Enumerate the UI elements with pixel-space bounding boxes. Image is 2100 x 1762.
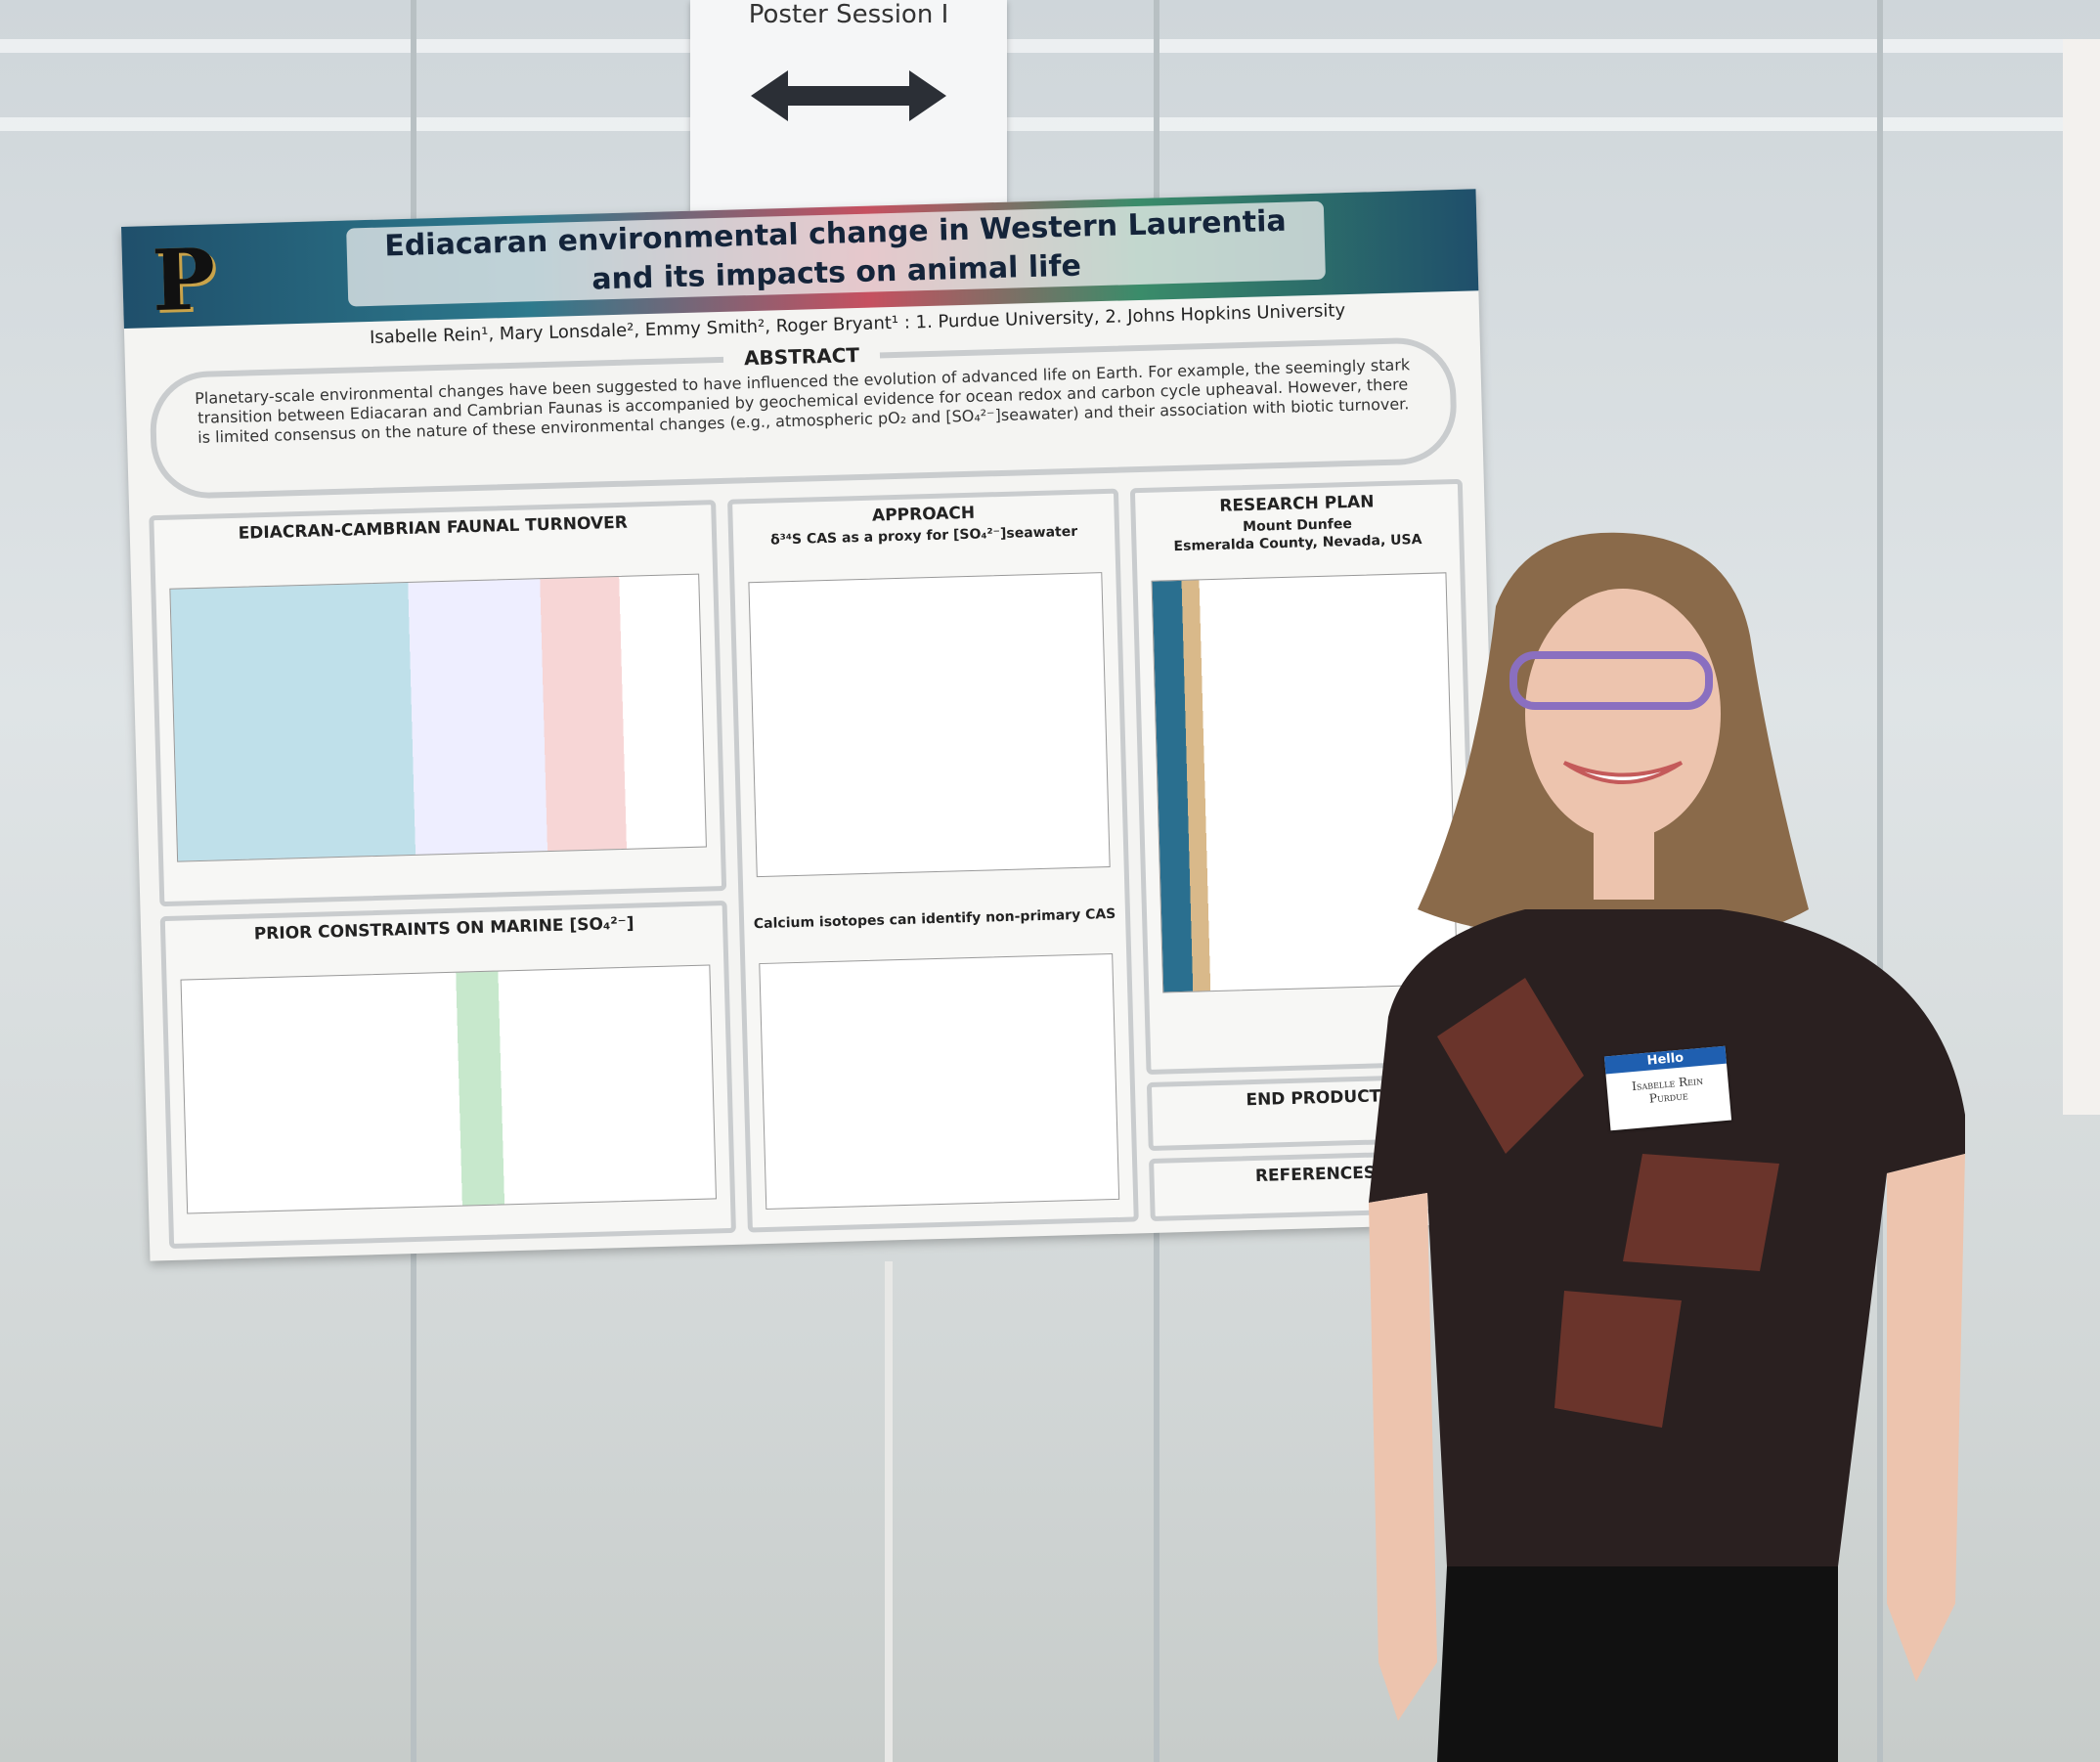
smile: [1562, 761, 1684, 784]
easel-pole: [885, 1261, 893, 1762]
ceiling-light: [0, 117, 2100, 131]
arms: [1369, 1154, 1965, 1721]
session-sign: Poster Session I: [690, 0, 1007, 221]
trousers: [1437, 1566, 1838, 1762]
neighbor-poster: [2063, 39, 2100, 1115]
face: [1525, 589, 1721, 839]
neck: [1594, 821, 1654, 900]
ceiling-light: [0, 39, 2100, 53]
shirt-pattern: [1437, 978, 1779, 1428]
double-arrow: [751, 70, 946, 121]
name-tag: Hello Isabelle Rein Purdue: [1603, 1045, 1732, 1131]
glasses: [1509, 651, 1713, 710]
sign-text: Poster Session I: [748, 0, 949, 29]
window-mullion: [1877, 0, 1883, 1762]
